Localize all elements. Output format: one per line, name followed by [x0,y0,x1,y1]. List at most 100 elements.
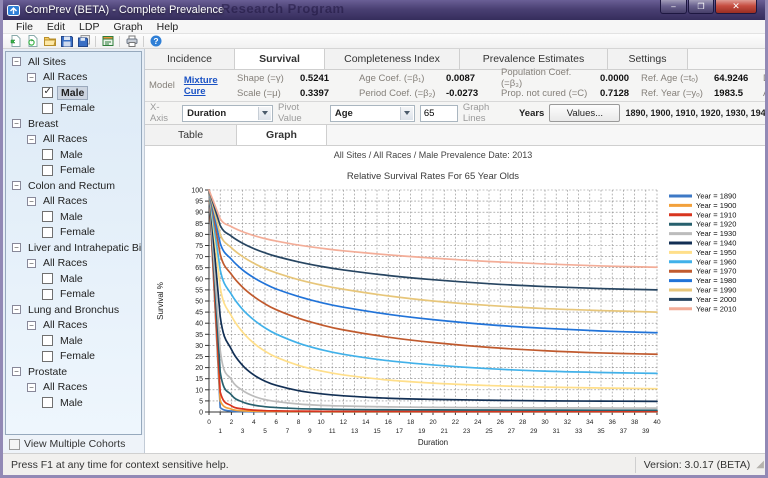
version-text: Version: 3.0.17 (BETA) [644,459,751,471]
prop-not-cured-value: 0.7128 [600,88,629,99]
tree-item-label: All Sites [25,56,69,68]
help-icon[interactable]: ? [147,34,164,48]
y-tick-label: 35 [195,332,203,339]
tree-item-all-races[interactable]: −All Races [6,132,141,148]
tree-item-label: Prostate [25,366,70,378]
tree-item-male[interactable]: Male [6,333,141,349]
ref-year-label: Ref. Year (=yₒ) [641,88,709,99]
tab-table[interactable]: Table [145,125,237,145]
tree-item-all-races[interactable]: −All Races [6,256,141,272]
tab-survival[interactable]: Survival [235,49,325,69]
tree-item-female[interactable]: Female [6,163,141,179]
tree-checkbox[interactable] [42,211,53,222]
x-tick-label: 16 [385,419,393,426]
import-data-icon[interactable] [24,34,41,48]
pivot-value-dropdown[interactable]: Age [330,105,415,122]
y-tick-label: 70 [195,254,203,261]
tree-item-male[interactable]: Male [6,147,141,163]
tree-item-male[interactable]: Male [6,395,141,411]
tree-checkbox[interactable] [42,149,53,160]
collapse-icon[interactable]: − [27,197,36,206]
collapse-icon[interactable]: − [27,321,36,330]
xaxis-dropdown[interactable]: Duration [182,105,273,122]
menu-ldp[interactable]: LDP [72,20,106,34]
tree-item-male[interactable]: Male [6,85,141,101]
collapse-icon[interactable]: − [12,243,21,252]
tree-checkbox[interactable] [42,289,53,300]
tree-item-all-races[interactable]: −All Races [6,380,141,396]
y-tick-label: 50 [195,299,203,306]
tab-graph[interactable]: Graph [237,125,327,145]
menu-file[interactable]: File [9,20,40,34]
toolbar: ? [3,34,765,49]
tree-item-prostate[interactable]: −Prostate [6,364,141,380]
collapse-icon[interactable]: − [12,119,21,128]
print-icon[interactable] [123,34,140,48]
tree-item-female[interactable]: Female [6,225,141,241]
xaxis-controls-row: X-Axis Duration Pivot Value Age Graph Li… [145,102,768,125]
legend-label: Year = 1960 [696,257,736,266]
tab-settings[interactable]: Settings [608,49,688,69]
collapse-icon[interactable]: − [27,135,36,144]
tree-checkbox[interactable] [42,335,53,346]
tree-checkbox[interactable] [42,103,53,114]
legend-label: Year = 1890 [696,192,736,201]
tree-item-male[interactable]: Male [6,209,141,225]
collapse-icon[interactable]: − [12,181,21,190]
model-link[interactable]: Mixture Cure [184,75,237,97]
export-view-icon[interactable] [99,34,116,48]
collapse-icon[interactable]: − [12,367,21,376]
tree-checkbox[interactable] [42,351,53,362]
collapse-icon[interactable]: − [27,259,36,268]
tree-checkbox[interactable] [42,397,53,408]
tab-incidence[interactable]: Incidence [145,49,235,69]
tree-item-female[interactable]: Female [6,101,141,117]
save-icon[interactable] [58,34,75,48]
collapse-icon[interactable]: − [27,383,36,392]
toolbar-separator [119,36,120,47]
resize-grip[interactable]: ◢ [756,459,763,470]
menu-help[interactable]: Help [150,20,186,34]
tree-item-liver-and-intrahepatic-bile-duct[interactable]: −Liver and Intrahepatic Bile Duct [6,240,141,256]
tree-item-all-races[interactable]: −All Races [6,70,141,86]
collapse-icon[interactable]: − [12,305,21,314]
tab-completeness-index[interactable]: Completeness Index [325,49,460,69]
tree-item-all-races[interactable]: −All Races [6,194,141,210]
tree-checkbox[interactable] [42,87,53,98]
tree-item-male[interactable]: Male [6,271,141,287]
new-file-icon[interactable] [7,34,24,48]
pivot-number-input[interactable] [420,105,458,122]
tab-prevalence-estimates[interactable]: Prevalence Estimates [460,49,608,69]
maximize-button[interactable]: ❐ [688,0,714,14]
status-text: Press F1 at any time for context sensiti… [11,459,229,471]
collapse-icon[interactable]: − [27,73,36,82]
y-tick-label: 65 [195,265,203,272]
titlebar[interactable]: ComPrev (BETA) - Complete Prevalence Res… [3,0,765,20]
menu-graph[interactable]: Graph [106,20,149,34]
tree-item-lung-and-bronchus[interactable]: −Lung and Bronchus [6,302,141,318]
tree-checkbox[interactable] [42,273,53,284]
minimize-button[interactable]: – [660,0,687,14]
close-button[interactable]: ✕ [715,0,757,14]
tree-item-female[interactable]: Female [6,287,141,303]
y-tick-label: 80 [195,232,203,239]
save-copy-icon[interactable] [75,34,92,48]
view-multiple-cohorts-checkbox[interactable] [9,439,20,450]
tree-checkbox[interactable] [42,165,53,176]
tree-item-label: Male [57,335,86,347]
open-folder-icon[interactable] [41,34,58,48]
x-tick-label: 24 [474,419,482,426]
collapse-icon[interactable]: − [12,57,21,66]
values-button[interactable]: Values... [549,104,620,122]
tree-item-female[interactable]: Female [6,349,141,365]
y-tick-label: 5 [199,398,203,405]
y-tick-label: 45 [195,310,203,317]
tree-item-all-races[interactable]: −All Races [6,318,141,334]
x-tick-label: 39 [642,428,650,435]
tree-checkbox[interactable] [42,227,53,238]
x-tick-label: 2 [230,419,234,426]
tree-item-all-sites[interactable]: −All Sites [6,54,141,70]
tree-item-breast[interactable]: −Breast [6,116,141,132]
tree-item-colon-and-rectum[interactable]: −Colon and Rectum [6,178,141,194]
menu-edit[interactable]: Edit [40,20,72,34]
